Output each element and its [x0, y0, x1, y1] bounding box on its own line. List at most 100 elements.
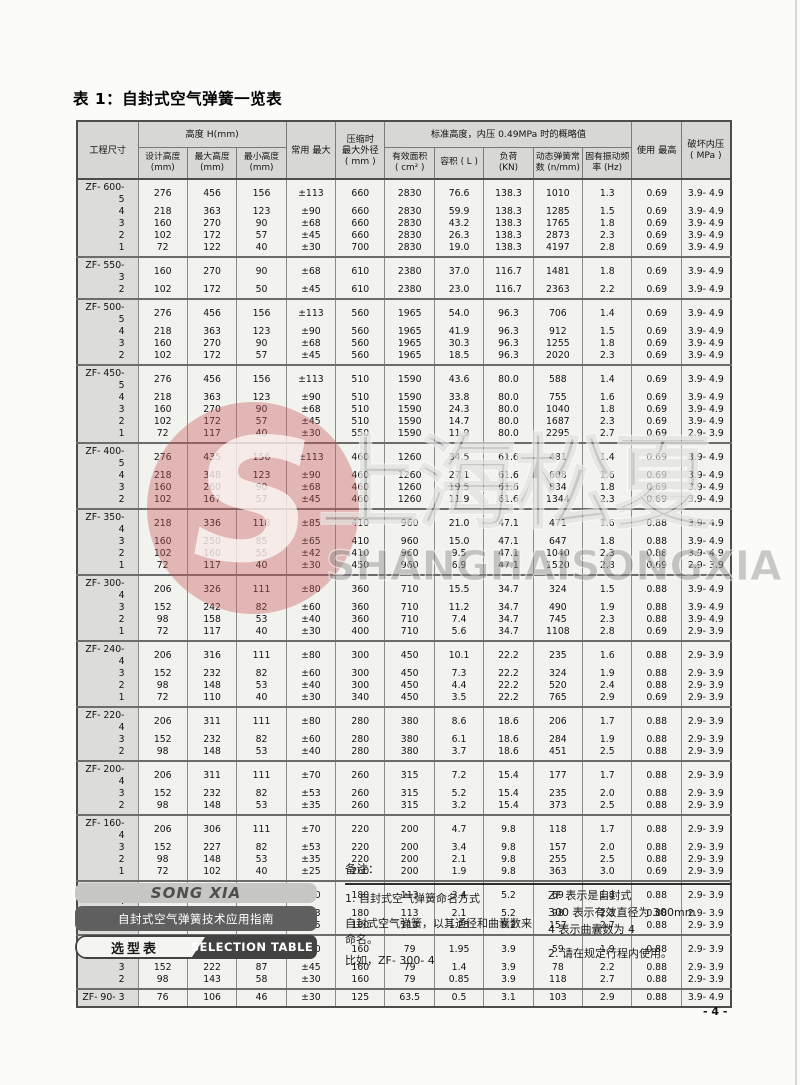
value-cell: 157 [532, 842, 584, 854]
value-cell: 450 [384, 680, 435, 692]
value-cell: 15.0 [433, 536, 485, 548]
value-cell: ±68 [285, 257, 337, 284]
table-row: 1 72 102 40 ±25 260 200 1.9 9.8 363 3.0 0.69 2.9- 3.… [76, 866, 732, 881]
value-cell: 3.9- 4.9 [680, 404, 732, 416]
value-cell: 1260 [384, 494, 435, 509]
value-cell: 1.3 [582, 179, 633, 206]
value-cell: 2.9 [582, 989, 633, 1007]
value-cell: 410 [335, 536, 386, 548]
model-cell: ZF- 200- 4 [76, 761, 139, 788]
value-cell: 0.69 [631, 470, 682, 482]
value-cell: 30.3 [433, 338, 485, 350]
value-cell: ±113 [285, 365, 337, 392]
table-section: ZF- 400- 5 276 435 156 ±113 460 1260 34.5 61.6 48… [76, 443, 732, 509]
value-cell: ±30 [285, 560, 337, 575]
model-cell: 2 [76, 350, 139, 365]
value-cell: 177 [532, 761, 584, 788]
value-cell: 1590 [384, 416, 435, 428]
table-row: 4 218 363 123 ±90 510 1590 33.8 80.0 755 1.6 0.69 3.… [76, 392, 732, 404]
value-cell: 90 [236, 218, 287, 230]
value-cell: 160 [137, 482, 188, 494]
value-cell: 46 [236, 989, 287, 1007]
value-cell: 481 [532, 443, 584, 470]
value-cell: 1590 [384, 404, 435, 416]
value-cell: 460 [335, 482, 386, 494]
value-cell: 260 [335, 866, 386, 881]
value-cell: 2.7 [582, 974, 633, 989]
value-cell: ±35 [285, 800, 337, 815]
value-cell: 1.95 [433, 935, 485, 962]
value-cell: 3.9- 4.9 [680, 257, 732, 284]
value-cell: 276 [137, 443, 188, 470]
value-cell: 1965 [384, 350, 435, 365]
value-cell: 300 [335, 641, 386, 668]
value-cell: 172 [186, 284, 238, 299]
table-row: 1 72 117 40 ±30 550 1590 11.9 80.0 2295 2.7 0.69 2.9… [76, 428, 732, 443]
table-row: ZF- 300- 4 206 326 111 ±80 360 710 15.5 34.7 324 1… [76, 575, 732, 602]
value-cell: 2.9- 3.9 [680, 746, 732, 761]
value-cell: 160 [137, 338, 188, 350]
value-cell: 1520 [532, 560, 584, 575]
value-cell: 156 [236, 299, 287, 326]
value-cell: 2830 [384, 206, 435, 218]
value-cell: 160 [335, 974, 386, 989]
value-cell: ±45 [285, 350, 337, 365]
value-cell: 2.3 [582, 416, 633, 428]
value-cell: 0.69 [631, 230, 682, 242]
value-cell: 55 [236, 548, 287, 560]
value-cell: 47.1 [483, 509, 534, 536]
brand-banner: SONG XIA [75, 883, 317, 903]
table-row: 2 102 160 55 ±42 410 960 9.5 47.1 1040 2.3 0.88 3.9-… [76, 548, 732, 560]
value-cell: 220 [335, 842, 386, 854]
value-cell: 510 [335, 392, 386, 404]
value-cell: ±68 [285, 338, 337, 350]
value-cell: 0.88 [631, 548, 682, 560]
value-cell: 1.8 [582, 881, 633, 908]
value-cell: 200 [384, 815, 435, 842]
value-cell: 706 [532, 299, 584, 326]
value-cell: 80.0 [483, 416, 534, 428]
value-cell: 21.0 [433, 509, 485, 536]
value-cell: 43.2 [433, 218, 485, 230]
table-row: ZF- 160- 4 206 306 111 ±70 220 200 4.7 9.8 118 1.7… [76, 815, 732, 842]
value-cell: 0.88 [631, 746, 682, 761]
value-cell: 550 [335, 428, 386, 443]
value-cell: 3.9- 4.9 [680, 326, 732, 338]
value-cell: 410 [335, 548, 386, 560]
value-cell: 324 [532, 575, 584, 602]
note-naming-heading: 1. 自封式空气弹簧命名方式 [345, 892, 480, 905]
value-cell: 3.9- 4.9 [680, 575, 732, 602]
value-cell: 0.69 [631, 416, 682, 428]
value-cell: 450 [384, 668, 435, 680]
value-cell: 61.6 [483, 443, 534, 470]
value-cell: 2.9- 3.9 [680, 974, 732, 989]
value-cell: 450 [335, 560, 386, 575]
value-cell: 1285 [532, 206, 584, 218]
value-cell: 460 [335, 470, 386, 482]
value-cell: 2.2 [582, 962, 633, 974]
model-cell: ZF- 160- 4 [76, 815, 139, 842]
value-cell: 34.7 [483, 602, 534, 614]
value-cell: 3.9- 4.9 [680, 299, 732, 326]
value-cell: ±42 [285, 548, 337, 560]
value-cell: 2.8 [582, 242, 633, 257]
note-4-meaning: 4 表示曲囊数为 4 [548, 923, 635, 936]
header-height-group: 高度 H(mm) [137, 120, 287, 148]
value-cell: 2.0 [582, 842, 633, 854]
table-row: ZF- 350- 4 218 336 118 ±85 410 960 21.0 47.1 471 1… [76, 509, 732, 536]
value-cell: 218 [137, 392, 188, 404]
value-cell: 227 [186, 842, 238, 854]
table-row: 3 160 270 90 ±68 510 1590 24.3 80.0 1040 1.8 0.69 3.… [76, 404, 732, 416]
value-cell: 57 [236, 350, 287, 365]
value-cell: 1260 [384, 470, 435, 482]
table-row: 2 98 143 58 ±30 160 79 0.85 3.9 118 2.7 0.88 2.9- 3.… [76, 974, 732, 989]
model-cell: 2 [76, 974, 139, 989]
notes-title: 备注： [345, 862, 380, 876]
value-cell: 113 [384, 920, 435, 935]
value-cell: 520 [532, 680, 584, 692]
value-cell: 380 [384, 746, 435, 761]
value-cell: 2.3 [582, 230, 633, 242]
value-cell: 40 [236, 692, 287, 707]
header-volume: 容积 ( L ) [433, 146, 485, 180]
value-cell: 53 [236, 614, 287, 626]
